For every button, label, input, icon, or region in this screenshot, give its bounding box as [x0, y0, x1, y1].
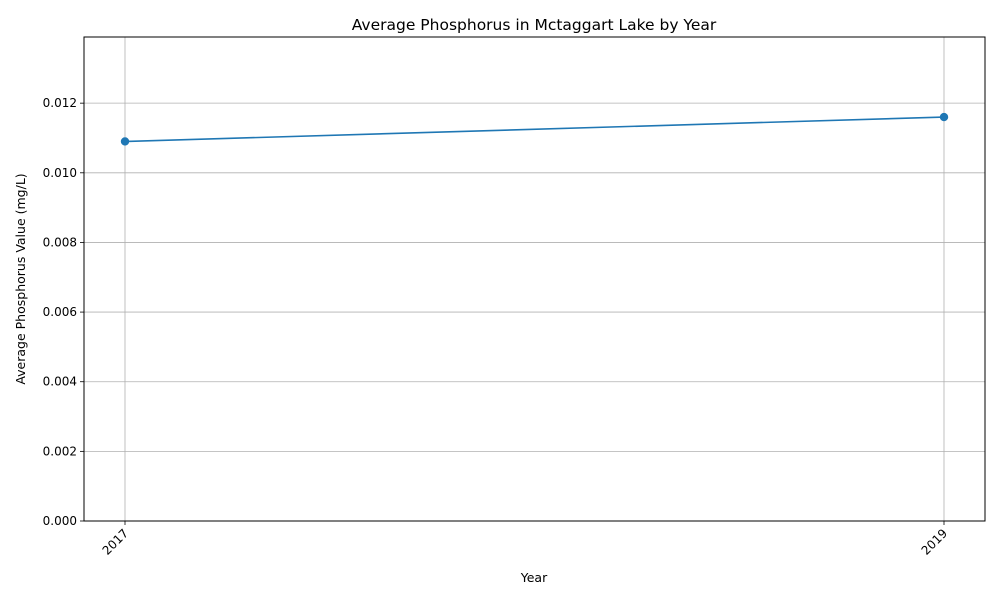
y-tick-label: 0.010: [43, 166, 77, 180]
y-tick-label: 0.000: [43, 514, 77, 528]
y-axis-label: Average Phosphorus Value (mg/L): [13, 173, 28, 384]
series-line: [124, 116, 945, 143]
chart-title: Average Phosphorus in Mctaggart Lake by …: [352, 16, 717, 34]
data-point: [120, 137, 130, 146]
grid: [84, 37, 985, 522]
series-layer: [120, 112, 949, 146]
plot-frame: [83, 36, 986, 522]
y-tick-label: 0.004: [43, 375, 77, 389]
y-tick-label: 0.002: [43, 444, 77, 458]
x-axis-label: Year: [520, 570, 548, 585]
y-tick-label: 0.008: [43, 235, 77, 249]
y-tick-label: 0.006: [43, 305, 77, 319]
y-tick-label: 0.012: [43, 96, 77, 110]
data-point: [939, 112, 949, 122]
